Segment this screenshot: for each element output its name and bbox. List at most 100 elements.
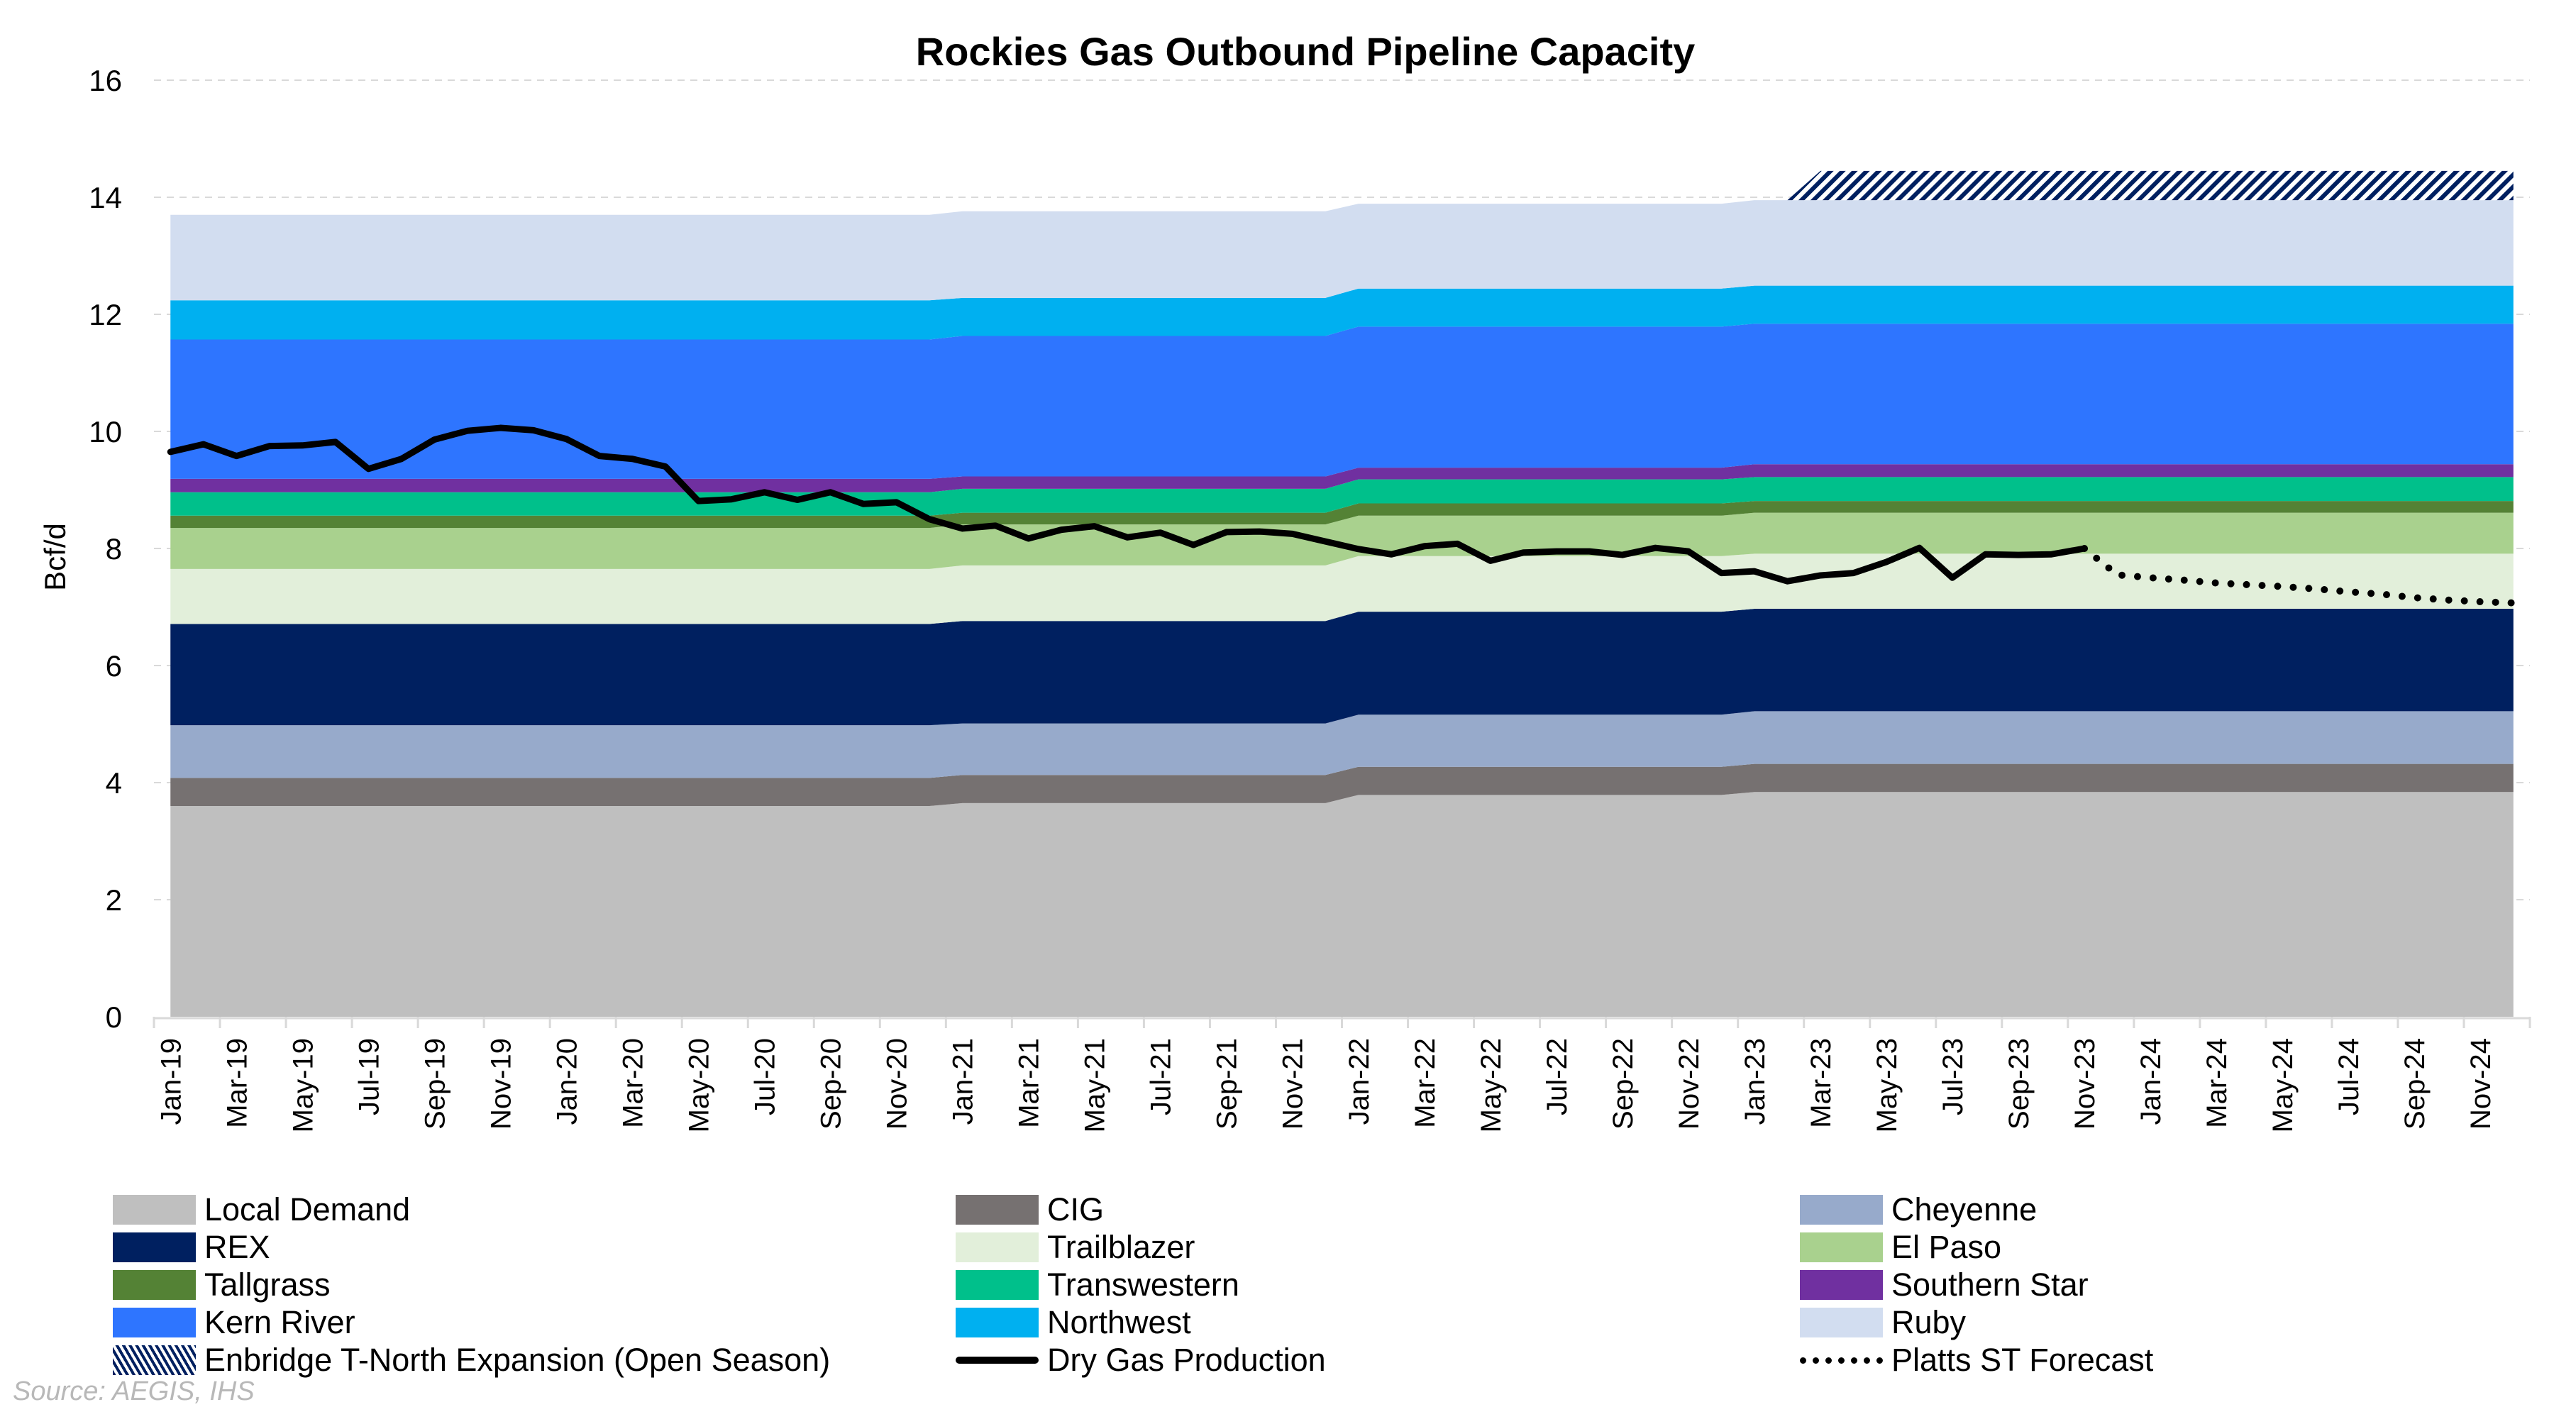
- chart: Rockies Gas Outbound Pipeline Capacity 0…: [38, 29, 2531, 1132]
- source-note: Source: AEGIS, IHS: [13, 1376, 255, 1406]
- legend-swatch: [1800, 1357, 1883, 1364]
- legend-item: Ruby: [1800, 1304, 1967, 1340]
- x-tick-label: Mar-21: [1014, 1038, 1045, 1128]
- x-tick-label: Jan-20: [551, 1038, 582, 1125]
- x-tick-label: Jan-23: [1740, 1038, 1771, 1125]
- area-ruby: [170, 200, 2514, 301]
- y-tick-label: 6: [106, 649, 122, 683]
- production-lines: [167, 424, 2517, 607]
- x-tick-label: May-20: [683, 1038, 714, 1132]
- area-enbridge-t-north-expansion-open-season: [1787, 170, 2514, 201]
- legend-swatch: [113, 1270, 196, 1300]
- axes: 0 2 4 6 8 10 12 14 16 Jan-19 Mar-19 May-19 Jul-19 Sep…: [89, 64, 2531, 1132]
- x-tick-label: Jul-23: [1937, 1038, 1969, 1115]
- x-tick-label: May-24: [2267, 1038, 2299, 1132]
- x-tick-label: Nov-20: [882, 1038, 913, 1130]
- line-platts-st-forecast: [2081, 545, 2517, 607]
- x-tick-label: Jul-21: [1146, 1038, 1177, 1115]
- y-tick-label: 12: [89, 298, 122, 331]
- stacked-areas: [170, 170, 2514, 1017]
- y-axis-label: Bcf/d: [38, 523, 72, 591]
- x-tick-label: Mar-23: [1806, 1038, 1837, 1128]
- x-tick-label: Jan-22: [1344, 1038, 1375, 1125]
- legend-swatch: [1800, 1195, 1883, 1225]
- x-tick-label: Jul-24: [2333, 1038, 2365, 1115]
- x-tick-label: May-19: [287, 1038, 319, 1132]
- y-tick-label: 16: [89, 64, 122, 97]
- area-rex: [170, 608, 2514, 726]
- legend-label: Tallgrass: [204, 1267, 331, 1303]
- legend-label: Local Demand: [204, 1191, 411, 1227]
- y-tick-label: 4: [106, 766, 122, 800]
- x-tick-label: Jan-24: [2135, 1038, 2167, 1125]
- legend-label: Platts ST Forecast: [1891, 1342, 2154, 1378]
- y-tick-label: 2: [106, 883, 122, 917]
- legend-label: Ruby: [1891, 1304, 1967, 1340]
- x-tick-label: Nov-23: [2069, 1038, 2101, 1130]
- legend-label: Northwest: [1047, 1304, 1191, 1340]
- legend-swatch: [113, 1232, 196, 1262]
- x-tick-label: Jul-19: [353, 1038, 385, 1115]
- y-tick-label: 8: [106, 532, 122, 565]
- legend-swatch: [113, 1308, 196, 1337]
- legend-swatch: [113, 1195, 196, 1225]
- legend-item: Dry Gas Production: [956, 1342, 1326, 1378]
- area-tallgrass: [170, 501, 2514, 529]
- x-tick-label: May-21: [1080, 1038, 1111, 1132]
- x-tick-label: Mar-20: [617, 1038, 648, 1128]
- area-trailblazer: [170, 553, 2514, 624]
- legend-label: Enbridge T-North Expansion (Open Season): [204, 1342, 831, 1378]
- area-southern-star: [170, 464, 2514, 492]
- legend-swatch: [956, 1308, 1039, 1337]
- legend-swatch: [956, 1195, 1039, 1225]
- legend-item: Cheyenne: [1800, 1191, 2038, 1227]
- line-dry-gas-production: [167, 424, 2088, 585]
- y-tick-label: 0: [106, 1000, 122, 1034]
- legend-item: El Paso: [1800, 1229, 2002, 1265]
- x-tick-label: May-22: [1476, 1038, 1507, 1132]
- area-local-demand: [170, 792, 2514, 1017]
- area-kern-river: [170, 324, 2514, 479]
- legend-item: Northwest: [956, 1304, 1191, 1340]
- legend-label: Kern River: [204, 1304, 355, 1340]
- x-tick-label: May-23: [1872, 1038, 1903, 1132]
- area-transwestern: [170, 477, 2514, 516]
- legend-item: Platts ST Forecast: [1800, 1342, 2153, 1378]
- legend-label: REX: [204, 1229, 270, 1265]
- legend-item: Local Demand: [113, 1191, 411, 1227]
- legend-swatch: [956, 1232, 1039, 1262]
- legend-label: Transwestern: [1047, 1267, 1239, 1303]
- x-tick-label: Nov-21: [1278, 1038, 1309, 1130]
- legend-label: Dry Gas Production: [1047, 1342, 1326, 1378]
- x-tick-label: Jul-20: [750, 1038, 781, 1115]
- legend-swatch: [956, 1270, 1039, 1300]
- legend-label: CIG: [1047, 1191, 1105, 1227]
- x-tick-label: Sep-24: [2399, 1038, 2431, 1130]
- x-tick-label: Mar-22: [1410, 1038, 1441, 1128]
- legend-item: Enbridge T-North Expansion (Open Season): [113, 1342, 830, 1378]
- x-tick-label: Nov-19: [485, 1038, 516, 1130]
- legend-item: Trailblazer: [956, 1229, 1195, 1265]
- x-tick-label: Jan-21: [948, 1038, 979, 1125]
- x-tick-label: Jul-22: [1542, 1038, 1573, 1115]
- legend-swatch: [1800, 1308, 1883, 1337]
- x-tick-label: Sep-23: [2003, 1038, 2035, 1130]
- legend-item: REX: [113, 1229, 270, 1265]
- x-tick-label: Nov-22: [1674, 1038, 1705, 1130]
- x-tick-label: Mar-19: [221, 1038, 253, 1128]
- legend-label: El Paso: [1891, 1229, 2002, 1265]
- legend-label: Cheyenne: [1891, 1191, 2038, 1227]
- legend-item: Tallgrass: [113, 1267, 331, 1303]
- x-tick-label: Sep-22: [1608, 1038, 1639, 1130]
- legend-label: Southern Star: [1891, 1267, 2089, 1303]
- y-tick-label: 10: [89, 415, 122, 448]
- area-northwest: [170, 285, 2514, 340]
- legend-item: Transwestern: [956, 1267, 1239, 1303]
- legend-label: Trailblazer: [1047, 1229, 1195, 1265]
- x-tick-label: Jan-19: [155, 1038, 187, 1125]
- area-el-paso: [170, 512, 2514, 569]
- x-tick-label: Sep-19: [419, 1038, 450, 1130]
- legend-item: CIG: [956, 1191, 1105, 1227]
- legend-item: Kern River: [113, 1304, 355, 1340]
- x-tick-label: Mar-24: [2201, 1038, 2233, 1128]
